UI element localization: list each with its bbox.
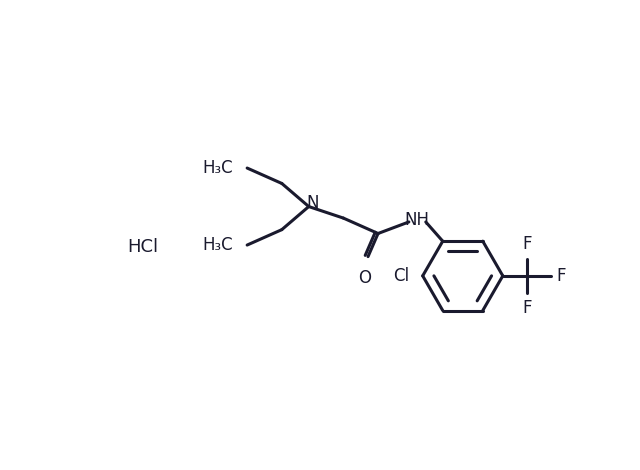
Text: F: F [523, 299, 532, 317]
Text: H₃C: H₃C [203, 236, 234, 254]
Text: NH: NH [405, 212, 430, 229]
Text: F: F [557, 267, 566, 285]
Text: HCl: HCl [127, 238, 159, 256]
Text: O: O [358, 269, 371, 287]
Text: Cl: Cl [393, 267, 409, 285]
Text: F: F [523, 235, 532, 253]
Text: H₃C: H₃C [203, 159, 234, 177]
Text: N: N [307, 195, 319, 212]
